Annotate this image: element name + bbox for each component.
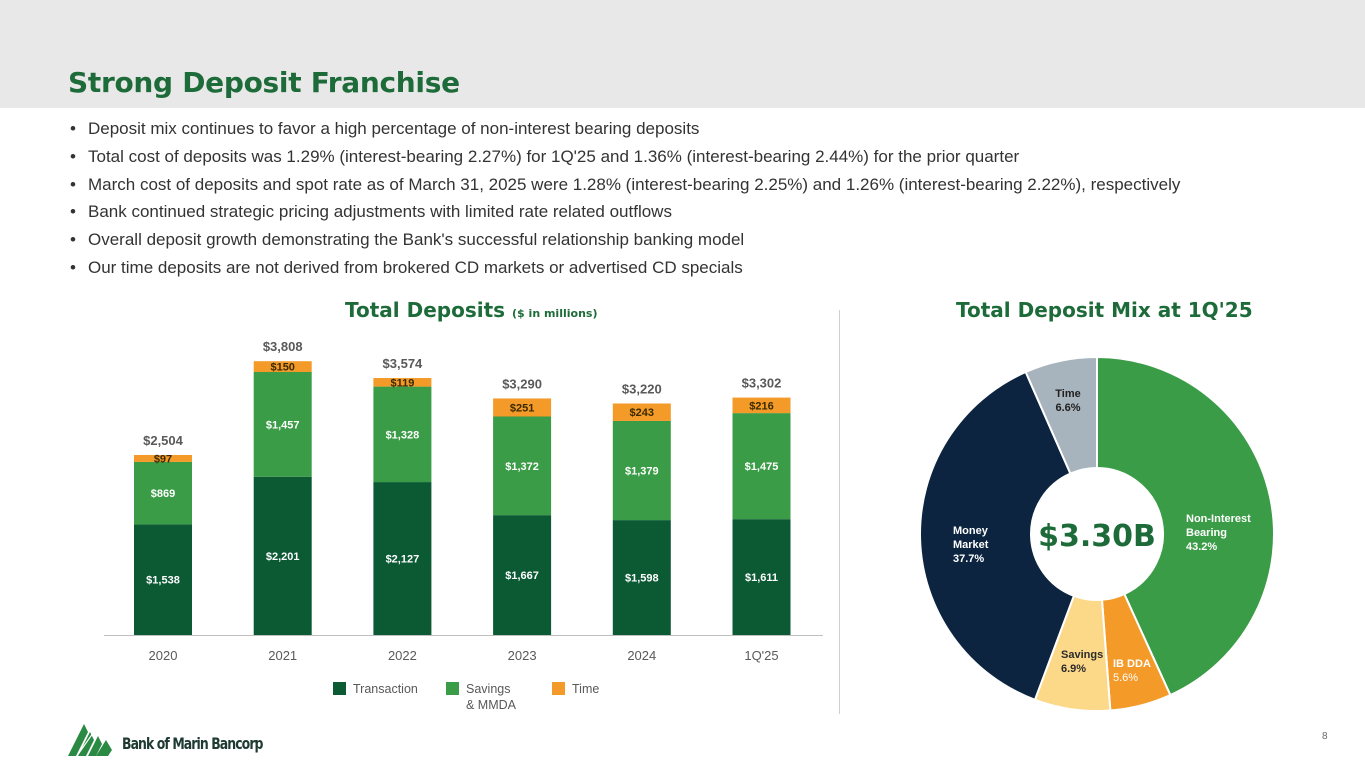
bar-segment: [612, 420, 671, 521]
page-title: Strong Deposit Franchise: [68, 66, 460, 99]
bar-data-label: $1,667: [505, 570, 539, 582]
slice-label: Bearing: [1186, 527, 1227, 539]
bar-data-label: $1,379: [625, 466, 659, 478]
x-tick-label: 2023: [508, 648, 537, 663]
slice-label: Non-Interest: [1186, 513, 1251, 525]
bar-segment: [134, 454, 192, 462]
bar-data-label: $216: [749, 400, 773, 412]
bar-data-label: $1,611: [745, 572, 778, 584]
legend-swatch: [333, 682, 346, 695]
bar-segment: [373, 378, 432, 387]
bar-data-label: $1,538: [146, 575, 180, 587]
bullet-item: Total cost of deposits was 1.29% (intere…: [68, 147, 1180, 175]
bar-segment: [493, 416, 552, 516]
bar-segment: [493, 398, 552, 417]
legend-label: & MMDA: [466, 698, 517, 712]
bar-total-label: $3,808: [263, 339, 303, 354]
bar-total-label: $2,504: [143, 433, 184, 448]
bar-data-label: $97: [154, 453, 172, 465]
bar-data-label: $119: [390, 377, 414, 389]
bank-logo-icon: [68, 724, 112, 756]
bar-segment: [253, 361, 312, 372]
bullet-item: Deposit mix continues to favor a high pe…: [68, 119, 1180, 147]
page-number: 8: [1322, 731, 1328, 742]
bar-chart-subtitle: ($ in millions): [512, 307, 598, 320]
bullet-item: March cost of deposits and spot rate as …: [68, 175, 1180, 203]
bar-data-label: $1,328: [386, 429, 420, 441]
bar-segment: [732, 519, 791, 635]
total-deposits-bar-chart: $1,538 $869 $97 $2,504 2020 $2,201 $1,457 $150 $…: [104, 339, 823, 712]
legend-label: Savings: [466, 682, 510, 696]
legend-label: Transaction: [353, 682, 418, 696]
donut-center-label: $3.30B: [1038, 519, 1156, 554]
bar-total-label: $3,574: [383, 356, 424, 371]
x-tick-label: 2020: [149, 648, 178, 663]
bar-segment: [612, 403, 671, 421]
legend-swatch: [446, 682, 459, 695]
bar-data-label: $1,598: [625, 573, 659, 585]
bar-segment: [732, 397, 791, 414]
slice-label: 5.6%: [1113, 672, 1138, 684]
pie-chart-title: Total Deposit Mix at 1Q'25: [956, 298, 1253, 322]
slice-label: Money: [953, 525, 989, 537]
slice-label: 37.7%: [953, 553, 984, 565]
donut-slice: [1024, 355, 1098, 475]
slice-label: Savings: [1061, 649, 1103, 661]
bar-segment: [134, 461, 192, 525]
legend-swatch: [552, 682, 565, 695]
bar-data-label: $243: [630, 407, 654, 419]
bullet-item: Our time deposits are not derived from b…: [68, 258, 1180, 286]
legend-label: Time: [572, 682, 599, 696]
slice-label: Market: [953, 539, 989, 551]
bar-chart-title-text: Total Deposits: [345, 298, 506, 322]
donut-slice: [1100, 592, 1172, 712]
bar-total-label: $3,290: [502, 376, 542, 391]
bar-data-label: $1,457: [266, 419, 300, 431]
bar-segment: [253, 371, 312, 477]
bar-data-label: $2,127: [386, 554, 420, 566]
donut-slice: [919, 370, 1076, 702]
bar-data-label: $869: [151, 488, 175, 500]
donut-slice: [1033, 594, 1112, 712]
bar-total-label: $3,220: [622, 381, 662, 396]
bar-segment: [373, 386, 432, 483]
bar-segment: [134, 524, 192, 635]
slice-label: Time: [1055, 388, 1080, 400]
bar-total-label: $3,302: [742, 376, 782, 391]
x-tick-label: 2024: [627, 648, 656, 663]
x-tick-label: 1Q'25: [744, 648, 778, 663]
bar-data-label: $251: [510, 402, 534, 414]
bar-segment: [253, 476, 312, 635]
bar-segment: [612, 520, 671, 635]
bullet-item: Overall deposit growth demonstrating the…: [68, 230, 1180, 258]
bar-data-label: $150: [270, 362, 294, 374]
slice-label: 43.2%: [1186, 541, 1217, 553]
x-tick-label: 2022: [388, 648, 417, 663]
bullet-item: Bank continued strategic pricing adjustm…: [68, 202, 1180, 230]
bar-segment: [493, 515, 552, 635]
logo-text: Bank of Marin Bancorp: [122, 734, 263, 753]
donut-slice: [1096, 355, 1275, 697]
bar-data-label: $2,201: [266, 551, 300, 563]
bar-segment: [373, 482, 432, 635]
bar-chart-title: Total Deposits ($ in millions): [345, 298, 597, 322]
x-tick-label: 2021: [268, 648, 297, 663]
chart-divider: [839, 310, 840, 714]
header-band: [0, 0, 1365, 108]
bullet-list: Deposit mix continues to favor a high pe…: [68, 119, 1180, 286]
bar-segment: [732, 413, 791, 520]
bar-data-label: $1,475: [745, 461, 779, 473]
slice-label: 6.6%: [1055, 402, 1080, 414]
slice-label: 6.9%: [1061, 663, 1086, 675]
bar-data-label: $1,372: [505, 461, 539, 473]
slice-label: IB DDA: [1113, 658, 1151, 670]
